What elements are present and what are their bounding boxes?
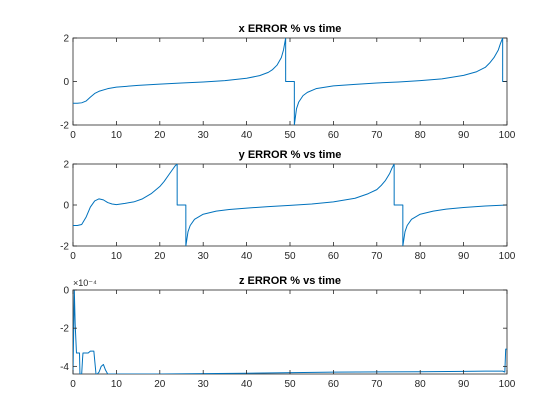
y-tick-label: -4 xyxy=(60,362,69,373)
x-tick-label: 100 xyxy=(499,379,516,390)
chart-title: x ERROR % vs time xyxy=(239,23,342,35)
y-tick-label: -2 xyxy=(60,121,69,132)
x-tick-label: 60 xyxy=(328,130,340,141)
x-tick-label: 30 xyxy=(198,379,210,390)
x-tick-label: 30 xyxy=(198,251,210,262)
x-tick-label: 10 xyxy=(111,251,123,262)
y-axis: 2 0 -2 xyxy=(60,160,507,253)
x-tick-label: 80 xyxy=(415,251,427,262)
series-line xyxy=(73,290,507,374)
x-tick-label: 70 xyxy=(371,130,383,141)
x-tick-label: 0 xyxy=(70,130,76,141)
y-axis: 0 -2 -4 xyxy=(60,286,507,373)
x-tick-label: 10 xyxy=(111,130,123,141)
series-line xyxy=(73,38,507,125)
x-tick-label: 100 xyxy=(499,130,516,141)
x-tick-label: 50 xyxy=(284,379,296,390)
chart-title: z ERROR % vs time xyxy=(239,275,341,287)
y-tick-label: 0 xyxy=(63,286,69,297)
subplot-x-error: x ERROR % vs time 0 10 20 30 40 50 60 70 80 90 100… xyxy=(60,23,516,141)
x-tick-label: 40 xyxy=(241,379,253,390)
x-tick-label: 90 xyxy=(458,379,470,390)
x-tick-label: 100 xyxy=(499,251,516,262)
x-tick-label: 50 xyxy=(284,251,296,262)
subplot-z-error: z ERROR % vs time ×10⁻⁴ 0 10 20 30 40 50 60 70 8… xyxy=(60,275,516,390)
subplot-y-error: y ERROR % vs time 0 10 20 30 40 50 60 70 80 90 100… xyxy=(60,149,516,262)
x-tick-label: 80 xyxy=(415,130,427,141)
x-tick-label: 90 xyxy=(458,130,470,141)
x-axis: 0 10 20 30 40 50 60 70 80 90 100 xyxy=(70,38,516,141)
x-tick-label: 10 xyxy=(111,379,123,390)
x-tick-label: 30 xyxy=(198,130,210,141)
y-tick-label: 2 xyxy=(63,34,69,45)
x-tick-label: 20 xyxy=(154,130,166,141)
x-tick-label: 70 xyxy=(371,251,383,262)
y-exponent-label: ×10⁻⁴ xyxy=(73,278,97,288)
x-tick-label: 60 xyxy=(328,379,340,390)
series-line xyxy=(73,164,507,246)
x-tick-label: 0 xyxy=(70,379,76,390)
x-tick-label: 60 xyxy=(328,251,340,262)
y-tick-label: 0 xyxy=(63,77,69,88)
x-axis: 0 10 20 30 40 50 60 70 80 90 100 xyxy=(70,290,516,390)
plot-area xyxy=(72,289,508,375)
x-tick-label: 20 xyxy=(154,251,166,262)
x-tick-label: 20 xyxy=(154,379,166,390)
y-axis: 2 0 -2 xyxy=(60,34,507,132)
x-tick-label: 50 xyxy=(284,130,296,141)
x-axis: 0 10 20 30 40 50 60 70 80 90 100 xyxy=(70,164,516,262)
y-tick-label: -2 xyxy=(60,242,69,253)
x-tick-label: 80 xyxy=(415,379,427,390)
x-tick-label: 90 xyxy=(458,251,470,262)
x-tick-label: 40 xyxy=(241,251,253,262)
x-tick-label: 0 xyxy=(70,251,76,262)
chart-title: y ERROR % vs time xyxy=(239,149,342,161)
x-tick-label: 70 xyxy=(371,379,383,390)
y-tick-label: 2 xyxy=(63,160,69,171)
y-tick-label: 0 xyxy=(63,201,69,212)
y-tick-label: -2 xyxy=(60,324,69,335)
x-tick-label: 40 xyxy=(241,130,253,141)
